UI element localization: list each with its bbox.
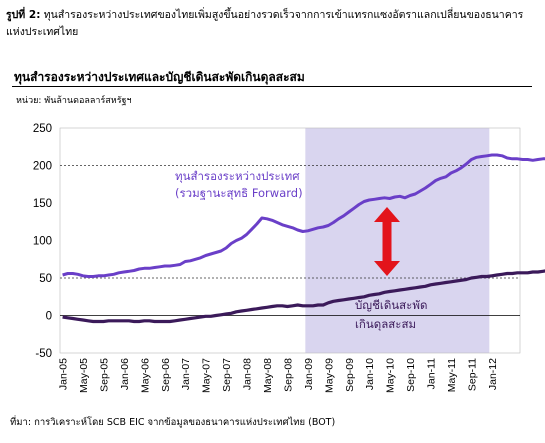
x-tick-label: Sep-08 bbox=[282, 358, 294, 392]
x-tick-label: Jan-05 bbox=[58, 358, 70, 390]
series-annotation-reserves: (รวมฐานะสุทธิ Forward) bbox=[175, 186, 303, 200]
y-tick-label: 100 bbox=[33, 236, 52, 248]
plot-frame bbox=[59, 127, 521, 354]
x-tick-label: Jan-08 bbox=[242, 358, 254, 390]
figure-number: รูปที่ 2: bbox=[6, 9, 41, 21]
y-tick-label: -50 bbox=[35, 348, 52, 360]
x-tick-label: May-10 bbox=[385, 358, 397, 393]
x-tick-label: Jan-09 bbox=[303, 358, 315, 390]
x-tick-label: Sep-09 bbox=[344, 358, 356, 392]
gap-arrow-shaft bbox=[382, 221, 392, 262]
x-tick-label: Jan-11 bbox=[426, 358, 438, 389]
gap-arrow-head-up bbox=[374, 207, 400, 222]
x-tick-label: Sep-10 bbox=[405, 358, 417, 392]
series-annotation-reserves: ทุนสำรองระหว่างประเทศ bbox=[175, 169, 300, 183]
x-tick-label: May-07 bbox=[201, 358, 213, 393]
chart-unit-label: หน่วย: พันล้านดอลลาร์สหรัฐฯ bbox=[16, 96, 132, 106]
x-tick-label: Sep-07 bbox=[221, 358, 233, 392]
series-line-current_account bbox=[62, 269, 545, 324]
x-tick-label: May-05 bbox=[78, 358, 90, 393]
figure-caption-text: ทุนสำรองระหว่างประเทศของไทยเพิ่มสูงขึ้นอ… bbox=[6, 9, 524, 38]
x-tick-label: Jan-12 bbox=[487, 358, 499, 390]
x-tick-label: Jan-10 bbox=[364, 358, 376, 390]
series-annotation-current-account: บัญชีเดินสะพัด bbox=[355, 298, 427, 312]
series-annotation-current-account: เกินดุลสะสม bbox=[355, 317, 416, 331]
series-line-reserves bbox=[62, 153, 545, 278]
x-tick-label: May-11 bbox=[446, 358, 458, 392]
figure-caption: รูปที่ 2: ทุนสำรองระหว่างประเทศของไทยเพิ… bbox=[6, 7, 541, 41]
chart-title: ทุนสำรองระหว่างประเทศและบัญชีเดินสะพัดเก… bbox=[14, 70, 305, 84]
x-tick-label: Sep-06 bbox=[160, 358, 172, 392]
y-tick-label: 50 bbox=[39, 273, 52, 285]
x-tick-label: Jan-06 bbox=[119, 358, 131, 390]
x-tick-label: May-06 bbox=[139, 358, 151, 393]
gap-arrow-head-down bbox=[374, 261, 400, 276]
y-tick-label: 250 bbox=[33, 123, 52, 135]
source-note: ที่มา: การวิเคราะห์โดย SCB EIC จากข้อมูล… bbox=[10, 417, 336, 428]
y-tick-label: 200 bbox=[33, 161, 52, 173]
x-tick-label: Sep-05 bbox=[98, 358, 110, 392]
y-tick-label: 0 bbox=[46, 311, 52, 323]
x-tick-label: Sep-11 bbox=[466, 358, 478, 391]
x-tick-label: May-08 bbox=[262, 358, 274, 393]
title-divider bbox=[12, 86, 532, 87]
y-tick-label: 150 bbox=[33, 198, 52, 210]
x-tick-label: May-09 bbox=[323, 358, 335, 393]
x-tick-label: Jan-07 bbox=[180, 358, 192, 390]
